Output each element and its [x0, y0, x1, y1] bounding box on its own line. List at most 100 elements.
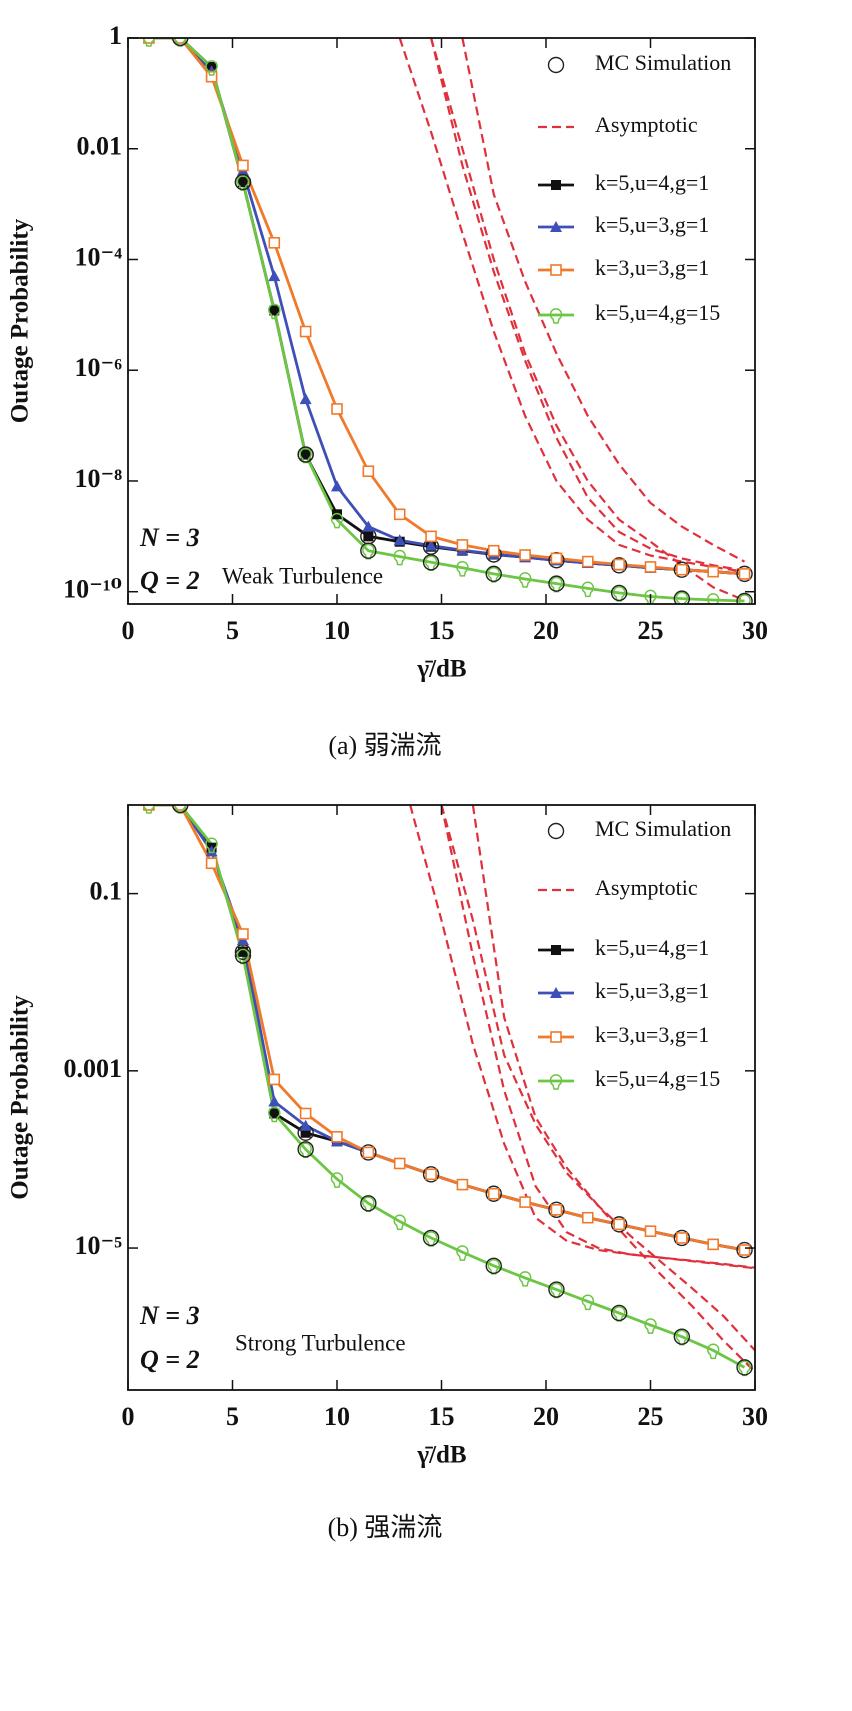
- marker: [143, 38, 155, 44]
- x-axis-label: γ̄/dB: [416, 656, 466, 683]
- marker: [234, 173, 252, 191]
- marker: [393, 534, 406, 546]
- y-tick-label: 0.1: [90, 877, 123, 906]
- marker: [425, 1168, 437, 1181]
- marker: [299, 1142, 312, 1159]
- marker: [487, 567, 500, 583]
- marker: [236, 175, 250, 191]
- marker: [362, 1146, 375, 1159]
- marker: [236, 948, 250, 965]
- marker: [360, 542, 377, 559]
- marker: [551, 945, 561, 955]
- x-tick-label: 20: [533, 616, 559, 645]
- marker: [644, 561, 657, 573]
- marker: [487, 1187, 500, 1200]
- marker: [519, 549, 531, 561]
- y-tick-label: 0.01: [77, 132, 123, 161]
- marker: [234, 947, 252, 964]
- marker: [548, 1281, 565, 1298]
- marker: [300, 1127, 311, 1138]
- asymptote-line: [398, 38, 745, 573]
- marker: [268, 1106, 281, 1123]
- x-tick-label: 20: [533, 1402, 559, 1431]
- marker: [738, 1360, 751, 1377]
- marker: [331, 480, 343, 492]
- marker: [393, 508, 406, 521]
- marker: [707, 565, 720, 578]
- marker: [487, 1259, 500, 1275]
- marker: [547, 56, 565, 74]
- marker: [675, 591, 689, 604]
- y-axis-label: Outage Probability: [7, 995, 34, 1200]
- marker: [548, 1201, 565, 1219]
- marker: [393, 549, 406, 566]
- marker: [297, 446, 314, 463]
- y-tick-label: 10⁻⁵: [74, 1231, 122, 1260]
- marker: [205, 70, 218, 83]
- marker: [456, 1178, 469, 1191]
- marker: [331, 403, 343, 415]
- marker: [549, 308, 563, 324]
- marker: [551, 180, 561, 190]
- marker: [736, 1241, 753, 1259]
- plot-area: [142, 38, 753, 604]
- marker: [456, 539, 469, 551]
- plot-frame: [127, 37, 756, 605]
- marker: [237, 928, 249, 940]
- legend-label: Asymptotic: [595, 112, 698, 137]
- marker: [644, 589, 657, 604]
- y-tick-label: 10⁻⁶: [74, 353, 122, 382]
- marker: [362, 465, 375, 478]
- marker: [205, 845, 218, 857]
- marker: [268, 1073, 281, 1086]
- legend-label: k=5,u=3,g=1: [595, 978, 709, 1003]
- marker: [299, 325, 312, 338]
- legend-label: MC Simulation: [595, 816, 731, 841]
- legend-label: k=5,u=4,g=15: [595, 300, 720, 325]
- marker: [549, 1074, 563, 1090]
- marker: [172, 38, 189, 47]
- marker: [485, 1257, 502, 1275]
- marker: [485, 565, 502, 583]
- marker: [550, 576, 563, 593]
- y-tick-label: 0.001: [64, 1054, 123, 1083]
- chart: 0.1 0.001 10⁻⁵ 0 5 10 15 20 25 30 MC Simulation Asy…: [7, 804, 768, 1542]
- marker: [362, 1196, 375, 1213]
- x-tick-label: 30: [742, 616, 768, 645]
- marker: [736, 592, 753, 604]
- marker: [581, 581, 595, 598]
- marker: [487, 544, 500, 557]
- legend-label: Asymptotic: [595, 875, 698, 900]
- marker: [610, 557, 628, 574]
- marker: [610, 1304, 628, 1322]
- marker: [485, 1185, 502, 1202]
- legend-label: k=3,u=3,g=1: [595, 1022, 709, 1047]
- marker: [550, 1282, 563, 1299]
- marker: [548, 575, 565, 592]
- marker: [424, 555, 438, 572]
- caption: (a) 弱湍流: [328, 731, 441, 760]
- legend-label: k=5,u=3,g=1: [595, 212, 709, 237]
- y-tick-label: 10⁻⁴: [74, 242, 122, 271]
- x-tick-label: 0: [122, 1402, 135, 1431]
- marker: [738, 1244, 751, 1256]
- marker: [268, 237, 281, 249]
- marker: [581, 1294, 595, 1311]
- y-axis-label: Outage Probability: [7, 218, 34, 423]
- asymptote-line: [409, 805, 755, 1269]
- marker: [613, 558, 625, 571]
- x-tick-label: 0: [122, 616, 135, 645]
- marker: [205, 837, 218, 854]
- marker: [612, 1306, 626, 1322]
- marker: [673, 1229, 691, 1247]
- marker: [297, 1141, 314, 1158]
- annotation: Weak Turbulence: [222, 563, 383, 588]
- x-tick-label: 5: [226, 1402, 239, 1431]
- x-tick-label: 25: [638, 616, 664, 645]
- marker: [269, 305, 280, 316]
- asymptote-line: [440, 805, 755, 1270]
- marker: [172, 805, 189, 814]
- marker: [612, 586, 626, 602]
- marker: [268, 270, 281, 282]
- x-axis-label: γ̄/dB: [416, 1442, 466, 1469]
